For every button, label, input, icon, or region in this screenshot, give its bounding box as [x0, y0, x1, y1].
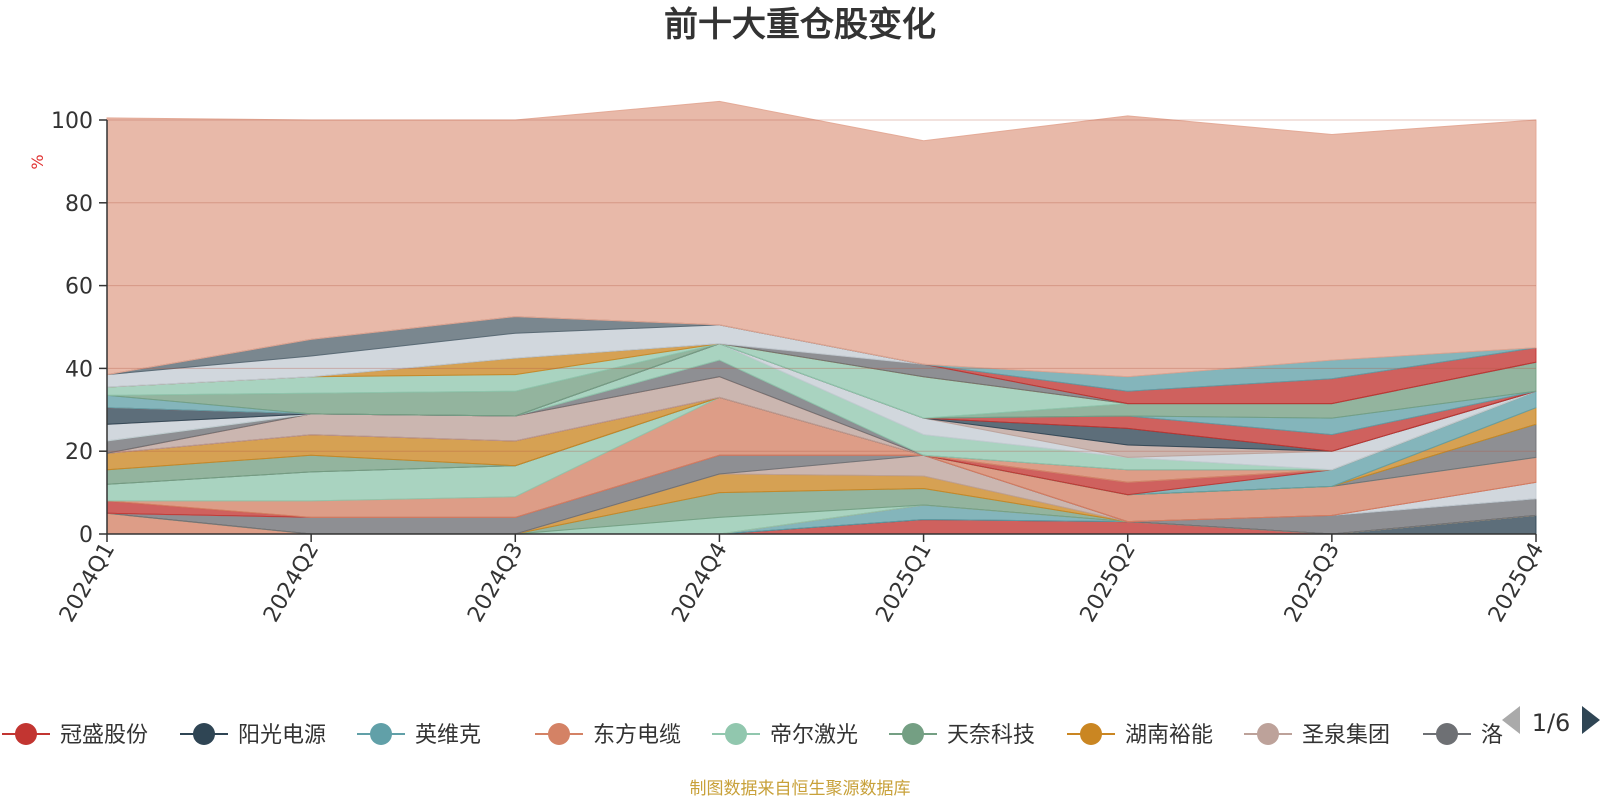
y-tick-label: 60 — [65, 275, 93, 300]
chart-title: 前十大重仓股变化 — [664, 5, 936, 45]
legend-item[interactable]: 阳光电源 — [180, 723, 326, 748]
y-tick-label: 80 — [65, 192, 93, 217]
legend-swatch-dot — [15, 723, 37, 745]
legend-swatch-dot — [725, 723, 747, 745]
legend-item[interactable]: 东方电缆 — [535, 723, 681, 748]
legend-swatch-dot — [193, 723, 215, 745]
area-series-37 — [106, 100, 1537, 378]
x-tick-label: 2024Q3 — [463, 539, 528, 627]
legend-swatch-dot — [1436, 723, 1458, 745]
legend-label: 圣泉集团 — [1302, 723, 1390, 748]
legend-item[interactable]: 圣泉集团 — [1244, 723, 1390, 748]
y-tick-label: 20 — [65, 440, 93, 465]
legend-label: 洛 — [1481, 723, 1503, 748]
legend-item[interactable]: 湖南裕能 — [1067, 723, 1213, 748]
x-tick-label: 2025Q3 — [1280, 539, 1345, 627]
legend-label: 天奈科技 — [947, 723, 1035, 748]
legend-label: 阳光电源 — [238, 723, 326, 748]
legend-page-indicator: 1/6 — [1532, 709, 1571, 737]
area-series-group — [106, 100, 1537, 535]
x-tick-label: 2024Q4 — [667, 539, 732, 627]
x-tick-label: 2025Q1 — [871, 539, 936, 627]
legend-swatch-dot — [548, 723, 570, 745]
legend-label: 湖南裕能 — [1125, 723, 1213, 748]
legend-swatch-dot — [1257, 723, 1279, 745]
data-source-footer: 制图数据来自恒生聚源数据库 — [690, 779, 911, 799]
legend-item[interactable]: 洛 — [1423, 723, 1503, 748]
legend-label: 冠盛股份 — [60, 723, 148, 748]
y-tick-label: 40 — [65, 357, 93, 382]
legend-swatch-dot — [902, 723, 924, 745]
y-axis-unit-label: % — [28, 154, 47, 169]
x-tick-label: 2024Q2 — [259, 539, 324, 627]
legend-label: 帝尔激光 — [770, 723, 858, 748]
legend-item[interactable]: 冠盛股份 — [2, 723, 148, 748]
y-tick-label: 0 — [79, 523, 93, 548]
legend-label: 东方电缆 — [593, 723, 681, 748]
legend-label: 英维克 — [415, 723, 481, 748]
y-tick-label: 100 — [51, 109, 93, 134]
plot-area: 0 20 40 60 80 100 2024Q1 2024Q2 2024Q3 2024Q4 2025… — [51, 100, 1549, 627]
x-tick-label: 2024Q1 — [55, 539, 120, 627]
legend-swatch-dot — [1080, 723, 1102, 745]
gridlines — [107, 119, 1536, 452]
legend: 冠盛股份 阳光电源 英维克 东方电缆 帝尔激光 天奈科技 湖南裕能 圣泉集团 洛 1/6 — [2, 706, 1600, 748]
x-tick-label: 2025Q4 — [1484, 539, 1549, 627]
x-tick-label: 2025Q2 — [1076, 539, 1141, 627]
legend-item[interactable]: 帝尔激光 — [712, 723, 858, 748]
legend-swatch-dot — [370, 723, 392, 745]
legend-items: 冠盛股份 阳光电源 英维克 东方电缆 帝尔激光 天奈科技 湖南裕能 圣泉集团 洛 — [2, 723, 1503, 748]
legend-item[interactable]: 天奈科技 — [889, 723, 1035, 748]
legend-prev-page-icon[interactable] — [1502, 706, 1520, 734]
legend-item[interactable]: 英维克 — [357, 723, 481, 748]
legend-next-page-icon[interactable] — [1582, 706, 1600, 734]
